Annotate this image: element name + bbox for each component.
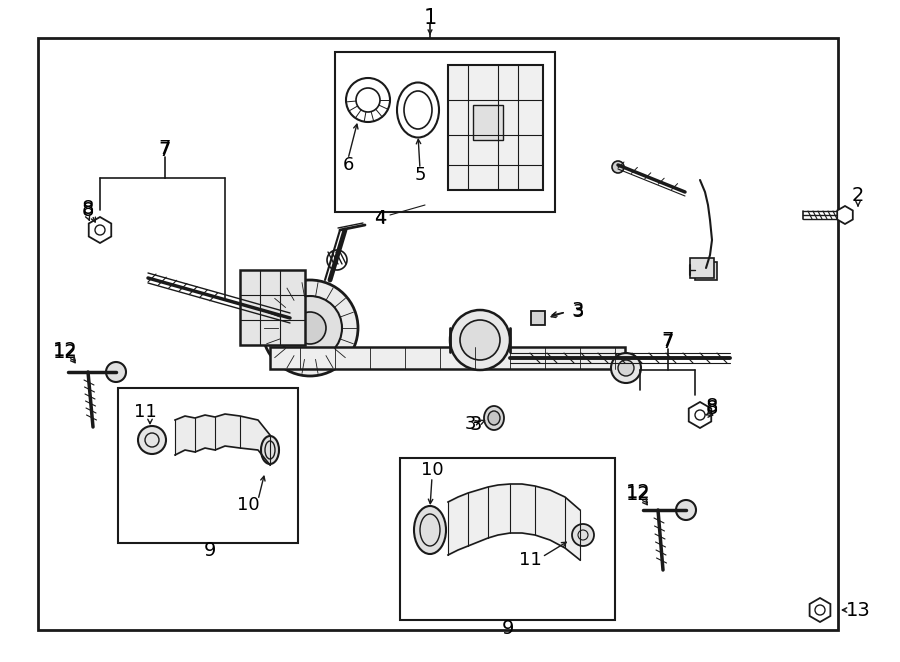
- Circle shape: [294, 312, 326, 344]
- Bar: [400, 458, 615, 620]
- Ellipse shape: [414, 506, 446, 554]
- Polygon shape: [810, 598, 831, 622]
- Circle shape: [106, 362, 126, 382]
- Circle shape: [262, 280, 358, 376]
- Text: 8: 8: [82, 201, 94, 220]
- Text: 4: 4: [374, 209, 386, 227]
- Text: 3: 3: [572, 301, 584, 320]
- Polygon shape: [837, 206, 853, 224]
- Text: 3: 3: [470, 414, 482, 434]
- Bar: [335, 52, 555, 212]
- Text: 8: 8: [82, 199, 94, 218]
- Bar: [270, 347, 625, 369]
- Text: 6: 6: [342, 156, 354, 174]
- Circle shape: [450, 310, 510, 370]
- Text: 7: 7: [662, 332, 674, 352]
- Text: 5: 5: [414, 166, 426, 184]
- Text: 7: 7: [662, 330, 674, 350]
- Circle shape: [611, 353, 641, 383]
- Text: 12: 12: [52, 340, 77, 359]
- Text: 3: 3: [464, 415, 476, 433]
- Circle shape: [288, 313, 302, 327]
- Text: 7: 7: [158, 138, 171, 158]
- Text: 12: 12: [52, 342, 77, 361]
- Circle shape: [281, 306, 309, 334]
- Text: 9: 9: [502, 618, 514, 638]
- Polygon shape: [89, 217, 112, 243]
- Bar: [690, 258, 714, 278]
- Bar: [38, 38, 838, 630]
- Text: 2: 2: [851, 185, 864, 205]
- Circle shape: [618, 360, 634, 376]
- Bar: [695, 262, 717, 280]
- Ellipse shape: [484, 406, 504, 430]
- Text: 9: 9: [203, 540, 216, 559]
- Text: 8: 8: [706, 399, 718, 418]
- Text: 1: 1: [423, 8, 436, 28]
- Text: 7: 7: [158, 140, 171, 160]
- Text: 3: 3: [572, 303, 584, 321]
- Text: 8: 8: [706, 397, 718, 416]
- Text: 12: 12: [626, 485, 651, 504]
- Ellipse shape: [488, 411, 500, 425]
- Bar: [240, 270, 305, 345]
- Circle shape: [676, 500, 696, 520]
- Circle shape: [138, 426, 166, 454]
- Text: 10: 10: [420, 461, 444, 479]
- Text: 13: 13: [846, 600, 870, 620]
- Text: 11: 11: [518, 551, 542, 569]
- Text: 12: 12: [626, 483, 651, 502]
- Circle shape: [572, 524, 594, 546]
- Bar: [473, 105, 503, 140]
- Bar: [531, 311, 545, 325]
- Bar: [448, 65, 543, 190]
- Polygon shape: [688, 402, 711, 428]
- Circle shape: [460, 320, 500, 360]
- Text: 10: 10: [237, 496, 259, 514]
- Circle shape: [612, 161, 624, 173]
- Circle shape: [278, 296, 342, 360]
- Text: 11: 11: [133, 403, 157, 421]
- Ellipse shape: [261, 436, 279, 464]
- Bar: [118, 388, 298, 543]
- Text: 4: 4: [374, 209, 386, 228]
